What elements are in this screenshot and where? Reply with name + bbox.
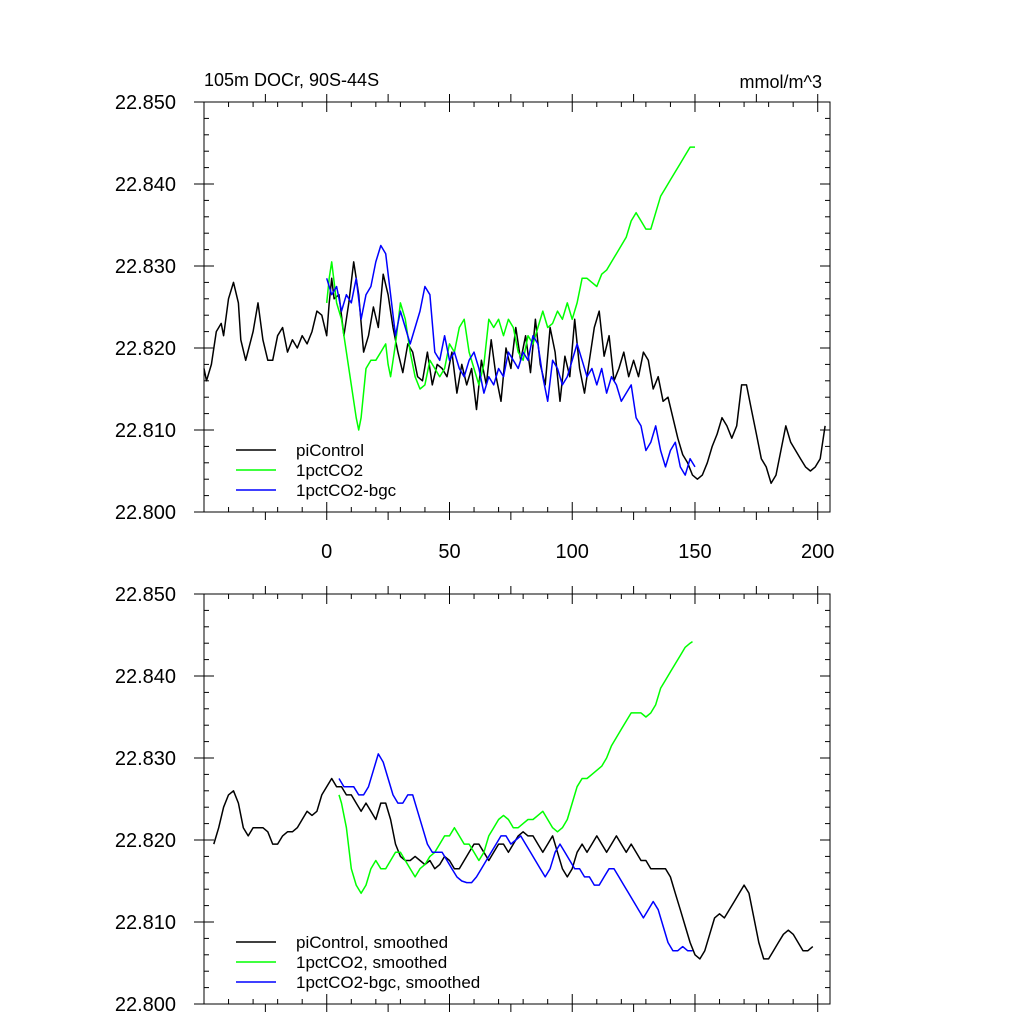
legend-label: 1pctCO2-bgc [296,481,397,500]
y-tick-label: 22.810 [115,420,176,442]
y-tick-label: 22.840 [115,174,176,196]
legend-label: piControl, smoothed [296,933,448,952]
chart-title: 105m DOCr, 90S-44S [204,70,379,90]
series-line-1pctco2-bgc-smoothed [338,753,693,952]
legend-label: 1pctCO2, smoothed [296,953,447,972]
x-tick-label: 100 [556,541,589,563]
plot-frame [203,101,831,513]
x-tick-label: 150 [678,541,711,563]
units-label: mmol/m^3 [740,72,822,92]
y-tick-label: 22.850 [115,584,176,606]
legend-label: 1pctCO2 [296,461,363,480]
series-line-1pctco2 [325,146,695,431]
panel-smoothed: 22.800 22.810 22.820 22.830 22.840 22.850 piCo… [115,584,831,1016]
y-tick-label: 22.830 [115,256,176,278]
y-tick-label: 22.820 [115,830,176,852]
x-tick-label: 50 [438,541,460,563]
series-line-picontrol [203,261,826,485]
x-tick-label: 200 [801,541,834,563]
series-line-picontrol-smoothed [213,777,814,960]
y-tick-label: 22.850 [115,92,176,114]
y-tick-label: 22.800 [115,994,176,1016]
series-line-1pctco2-bgc [325,244,696,476]
plot-frame [203,593,831,1005]
y-tick-label: 22.810 [115,912,176,934]
y-tick-label: 22.830 [115,748,176,770]
y-tick-label: 22.820 [115,338,176,360]
panel-raw: 22.800 22.810 22.820 22.830 22.840 22.850 0 50 1… [115,70,835,563]
x-tick-label: 0 [321,541,332,563]
y-tick-label: 22.840 [115,666,176,688]
y-tick-label: 22.800 [115,502,176,524]
series-line-1pctco2-smoothed [338,640,693,895]
legend-label: 1pctCO2-bgc, smoothed [296,973,480,992]
legend-label: piControl [296,441,364,460]
